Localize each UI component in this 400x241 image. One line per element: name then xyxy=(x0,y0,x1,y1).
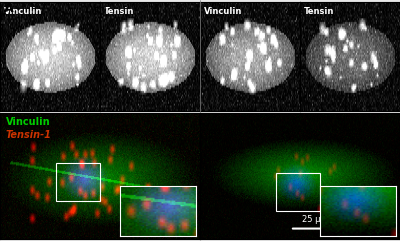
Text: Vinculin: Vinculin xyxy=(4,7,42,16)
Text: SLA: SLA xyxy=(287,7,305,17)
Bar xyxy=(276,174,320,211)
Text: Tensin-1: Tensin-1 xyxy=(6,130,52,140)
Text: 25 μm: 25 μm xyxy=(302,214,328,224)
Text: PT: PT xyxy=(94,7,106,17)
Text: Vinculin: Vinculin xyxy=(6,117,51,127)
Text: Vinculin: Vinculin xyxy=(204,7,242,16)
Text: Tensin: Tensin xyxy=(104,7,134,16)
Text: A: A xyxy=(4,2,14,15)
Text: Tensin: Tensin xyxy=(304,7,334,16)
Bar xyxy=(56,163,100,201)
